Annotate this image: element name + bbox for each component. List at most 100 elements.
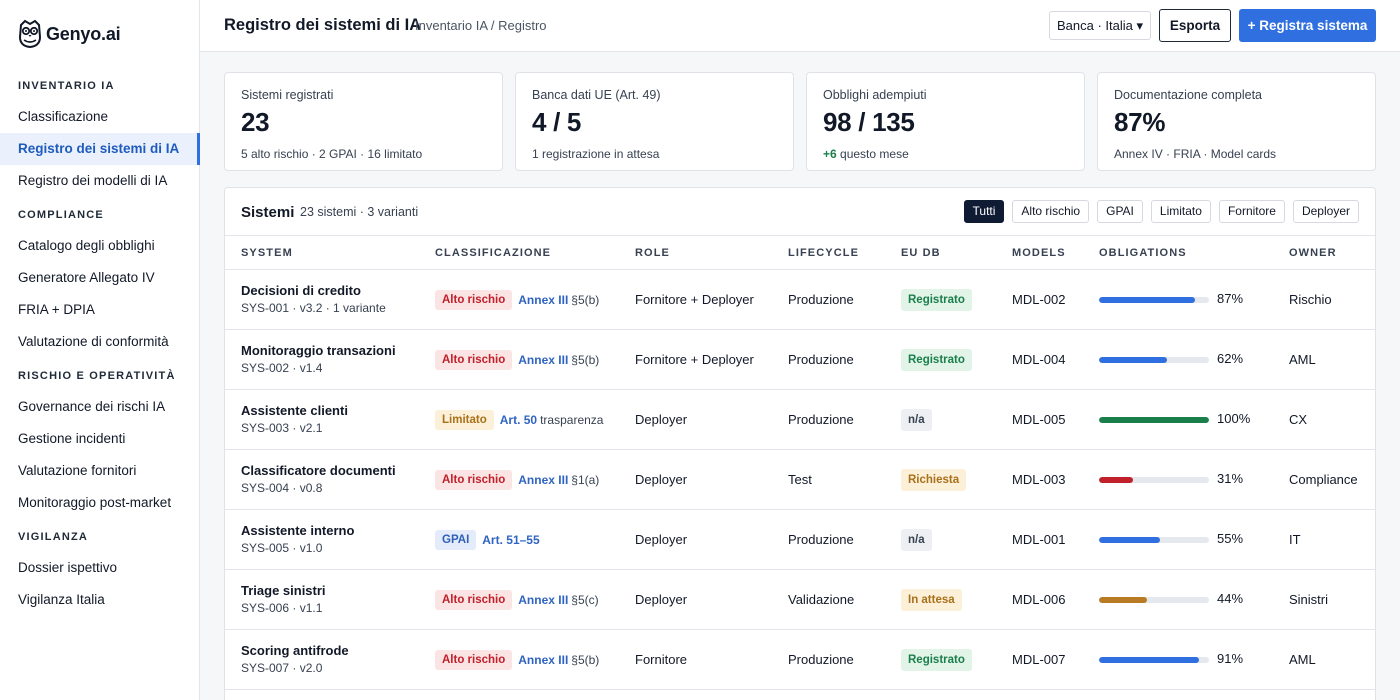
owner-cell: IT — [1289, 532, 1301, 547]
stat-delta: +6 — [823, 147, 837, 161]
stat-value: 4 / 5 — [532, 107, 582, 137]
column-header-owner[interactable]: OWNER — [1289, 247, 1337, 259]
filter-chip-tutti[interactable]: Tutti — [963, 200, 1005, 223]
legal-reference-link[interactable]: Annex III — [518, 353, 569, 367]
classification-cell: Limitato Art. 50 trasparenza — [435, 410, 603, 430]
system-name[interactable]: Assistente interno — [241, 523, 355, 538]
model-link[interactable]: MDL-006 — [1012, 592, 1066, 607]
filter-chip-alto-rischio[interactable]: Alto rischio — [1012, 200, 1090, 223]
model-link[interactable]: MDL-005 — [1012, 412, 1066, 427]
owl-logo-icon — [18, 19, 42, 49]
filter-chip-limitato[interactable]: Limitato — [1150, 200, 1211, 223]
obligations-percent: 91% — [1217, 651, 1244, 666]
obligations-progress-fill — [1099, 597, 1148, 603]
lifecycle-cell: Produzione — [788, 532, 854, 547]
system-name[interactable]: Triage sinistri — [241, 583, 326, 598]
table-row[interactable]: Triage sinistri SYS-006 · v1.1 Alto rischi… — [225, 570, 1375, 630]
stat-value: 23 — [241, 107, 270, 137]
filter-chip-gpai[interactable]: GPAI — [1097, 200, 1143, 223]
organization-select[interactable]: Banca · Italia ▾ — [1049, 11, 1151, 40]
obligations-progress-fill — [1099, 417, 1209, 423]
table-row[interactable]: Assistente interno SYS-005 · v1.0 GPAI Art.… — [225, 510, 1375, 570]
system-name[interactable]: Assistente clienti — [241, 403, 348, 418]
classification-cell: Alto rischio Annex III §5(b) — [435, 650, 599, 670]
system-name[interactable]: Monitoraggio transazioni — [241, 343, 396, 358]
stat-subtext: 1 registrazione in attesa — [532, 147, 660, 161]
systems-table-panel: Sistemi 23 sistemi · 3 varianti Tutti Alt… — [224, 187, 1376, 700]
sidebar-item-valutazione-fornitori[interactable]: Valutazione fornitori — [18, 463, 137, 478]
owner-cell: AML — [1289, 652, 1316, 667]
model-link[interactable]: MDL-003 — [1012, 472, 1066, 487]
legal-reference-link[interactable]: Annex III — [518, 593, 569, 607]
risk-badge: Alto rischio — [435, 350, 513, 370]
table-row[interactable]: Assistente clienti SYS-003 · v2.1 Limitato… — [225, 390, 1375, 450]
brand-logo[interactable]: Genyo.ai — [0, 0, 199, 68]
risk-badge: Alto rischio — [435, 650, 513, 670]
obligations-progress-fill — [1099, 357, 1168, 363]
register-system-button[interactable]: + Registra sistema — [1239, 9, 1376, 42]
sidebar-item-governance-dei-rischi-ia[interactable]: Governance dei rischi IA — [18, 399, 166, 414]
sidebar-item-gestione-incidenti[interactable]: Gestione incidenti — [18, 431, 126, 446]
model-link[interactable]: MDL-001 — [1012, 532, 1066, 547]
sidebar-item-dossier-ispettivo[interactable]: Dossier ispettivo — [18, 560, 118, 575]
legal-reference-link[interactable]: Art. 51–55 — [482, 533, 540, 547]
sidebar-item-registro-dei-modelli-di-ia[interactable]: Registro dei modelli di IA — [18, 173, 168, 188]
classification-cell: Alto rischio Annex III §5(b) — [435, 290, 599, 310]
column-header-eu-db[interactable]: EU DB — [901, 247, 941, 259]
stat-label: Obblighi adempiuti — [823, 88, 927, 102]
eu-db-status-badge: Registrato — [901, 289, 972, 311]
export-button[interactable]: Esporta — [1159, 9, 1231, 42]
stat-subtext: 5 alto rischio · 2 GPAI · 16 limitato — [241, 147, 423, 161]
table-row[interactable]: Decisioni di credito SYS-001 · v3.2 · 1 v… — [225, 270, 1375, 330]
system-name[interactable]: Decisioni di credito — [241, 283, 361, 298]
risk-badge: GPAI — [435, 530, 477, 550]
table-header: SYSTEM CLASSIFICAZIONE ROLE LIFECYCLE EU DB M… — [225, 236, 1375, 270]
panel-subtitle: 23 sistemi · 3 varianti — [300, 205, 419, 219]
column-header-role[interactable]: ROLE — [635, 247, 670, 259]
legal-reference-link[interactable]: Annex III — [518, 653, 569, 667]
obligations-progress-fill — [1099, 477, 1134, 483]
legal-reference-detail: trasparenza — [540, 413, 604, 427]
column-header-models[interactable]: MODELS — [1012, 247, 1066, 259]
filter-chip-deployer[interactable]: Deployer — [1292, 200, 1359, 223]
sidebar-item-catalogo-degli-obblighi[interactable]: Catalogo degli obblighi — [18, 238, 155, 253]
obligations-progress-bar — [1099, 597, 1209, 603]
sidebar-item-registro-dei-sistemi-di-ia[interactable]: Registro dei sistemi di IA — [0, 133, 200, 165]
sidebar-section-compliance: COMPLIANCE — [18, 209, 104, 221]
obligations-percent: 62% — [1217, 351, 1244, 366]
system-name[interactable]: Scoring antifrode — [241, 643, 349, 658]
sidebar-item-monitoraggio-post-market[interactable]: Monitoraggio post-market — [18, 495, 172, 510]
column-header-lifecycle[interactable]: LIFECYCLE — [788, 247, 860, 259]
owner-cell: AML — [1289, 352, 1316, 367]
legal-reference-link[interactable]: Annex III — [518, 473, 569, 487]
column-header-classificazione[interactable]: CLASSIFICAZIONE — [435, 247, 552, 259]
system-id: SYS-003 · v2.1 — [241, 421, 323, 435]
panel-title: Sistemi — [241, 204, 295, 221]
sidebar-item-generatore-allegato-iv[interactable]: Generatore Allegato IV — [18, 270, 155, 285]
system-id: SYS-007 · v2.0 — [241, 661, 323, 675]
obligations-percent: 44% — [1217, 591, 1244, 606]
sidebar-item-valutazione-di-conformita[interactable]: Valutazione di conformità — [18, 334, 169, 349]
sidebar-item-classificazione[interactable]: Classificazione — [18, 109, 109, 124]
obligations-progress-bar — [1099, 657, 1209, 663]
filter-chip-fornitore[interactable]: Fornitore — [1218, 200, 1285, 223]
column-header-obligations[interactable]: OBLIGATIONS — [1099, 247, 1187, 259]
legal-reference-link[interactable]: Annex III — [518, 293, 569, 307]
brand-name: Genyo.ai — [46, 23, 121, 44]
model-link[interactable]: MDL-004 — [1012, 352, 1066, 367]
sidebar-nav: INVENTARIO IA Classificazione Registro dei… — [0, 68, 200, 616]
sidebar-item-vigilanza-italia[interactable]: Vigilanza Italia — [18, 592, 105, 607]
eu-db-status-badge: In attesa — [901, 589, 962, 611]
system-name[interactable]: Classificatore documenti — [241, 463, 396, 478]
owner-cell: Rischio — [1289, 292, 1332, 307]
model-link[interactable]: MDL-007 — [1012, 652, 1066, 667]
table-row[interactable]: Classificatore documenti SYS-004 · v0.8 Al… — [225, 450, 1375, 510]
obligations-percent: 55% — [1217, 531, 1244, 546]
table-row[interactable]: Monitoraggio transazioni SYS-002 · v1.4 Al… — [225, 330, 1375, 390]
table-row[interactable]: Scoring antifrode SYS-007 · v2.0 Alto risc… — [225, 630, 1375, 690]
sidebar-item-fria-dpia[interactable]: FRIA + DPIA — [18, 302, 95, 317]
legal-reference-link[interactable]: Art. 50 — [499, 413, 538, 427]
model-link[interactable]: MDL-002 — [1012, 292, 1066, 307]
column-header-system[interactable]: SYSTEM — [241, 247, 293, 259]
breadcrumb[interactable]: Inventario IA / Registro — [415, 18, 547, 33]
